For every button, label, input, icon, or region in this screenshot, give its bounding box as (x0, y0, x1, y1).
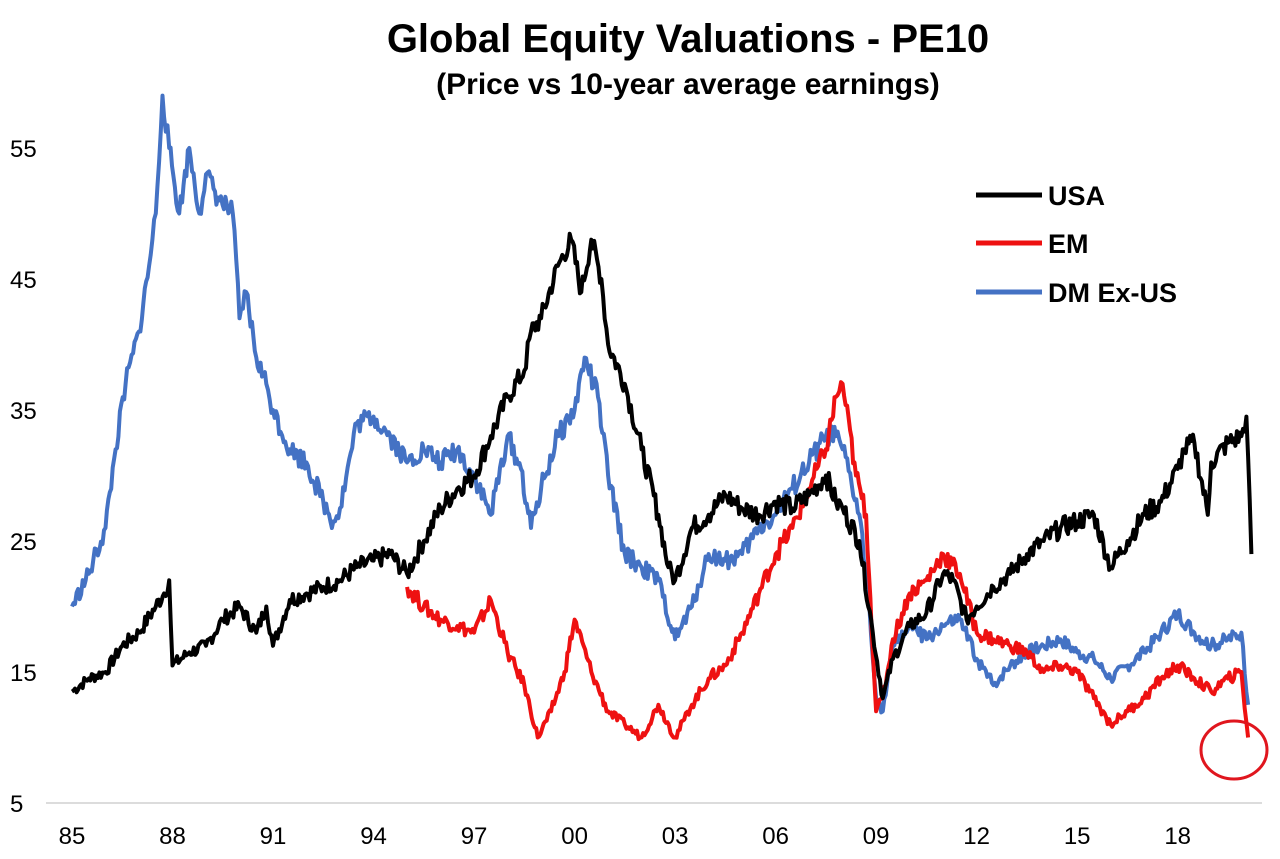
chart-subtitle: (Price vs 10-year average earnings) (436, 68, 940, 101)
x-tick-label: 15 (1064, 823, 1091, 850)
legend-label: USA (1048, 181, 1105, 211)
x-tick-label: 03 (662, 823, 689, 850)
x-tick-label: 12 (963, 823, 990, 850)
y-tick-label: 5 (10, 791, 23, 818)
series-line-dm-ex-us (70, 93, 1251, 715)
x-tick-label: 88 (159, 823, 186, 850)
x-tick-label: 09 (863, 823, 890, 850)
x-tick-label: 00 (561, 823, 588, 850)
x-tick-label: 06 (762, 823, 789, 850)
x-tick-label: 85 (59, 823, 86, 850)
y-tick-label: 25 (10, 529, 37, 556)
series-line-usa (70, 231, 1254, 701)
x-tick-label: 94 (360, 823, 387, 850)
legend-label: DM Ex-US (1048, 278, 1177, 308)
y-tick-label: 35 (10, 398, 37, 425)
x-tick-label: 18 (1164, 823, 1191, 850)
legend-label: EM (1048, 229, 1089, 259)
y-axis-tick-labels: 5 15 25 35 45 55 (10, 136, 37, 818)
latest-value-highlight-circle (1199, 719, 1269, 781)
x-tick-label: 91 (260, 823, 287, 850)
legend: USA EM DM Ex-US (976, 181, 1177, 308)
y-tick-label: 15 (10, 660, 37, 687)
chart-title: Global Equity Valuations - PE10 (387, 17, 989, 61)
series-lines (70, 93, 1254, 742)
y-tick-label: 45 (10, 267, 37, 294)
series-line-em (405, 380, 1251, 742)
y-tick-label: 55 (10, 136, 37, 163)
x-axis-tick-labels: 85 88 91 94 97 00 03 06 09 12 15 18 (59, 823, 1191, 850)
x-tick-label: 97 (461, 823, 488, 850)
